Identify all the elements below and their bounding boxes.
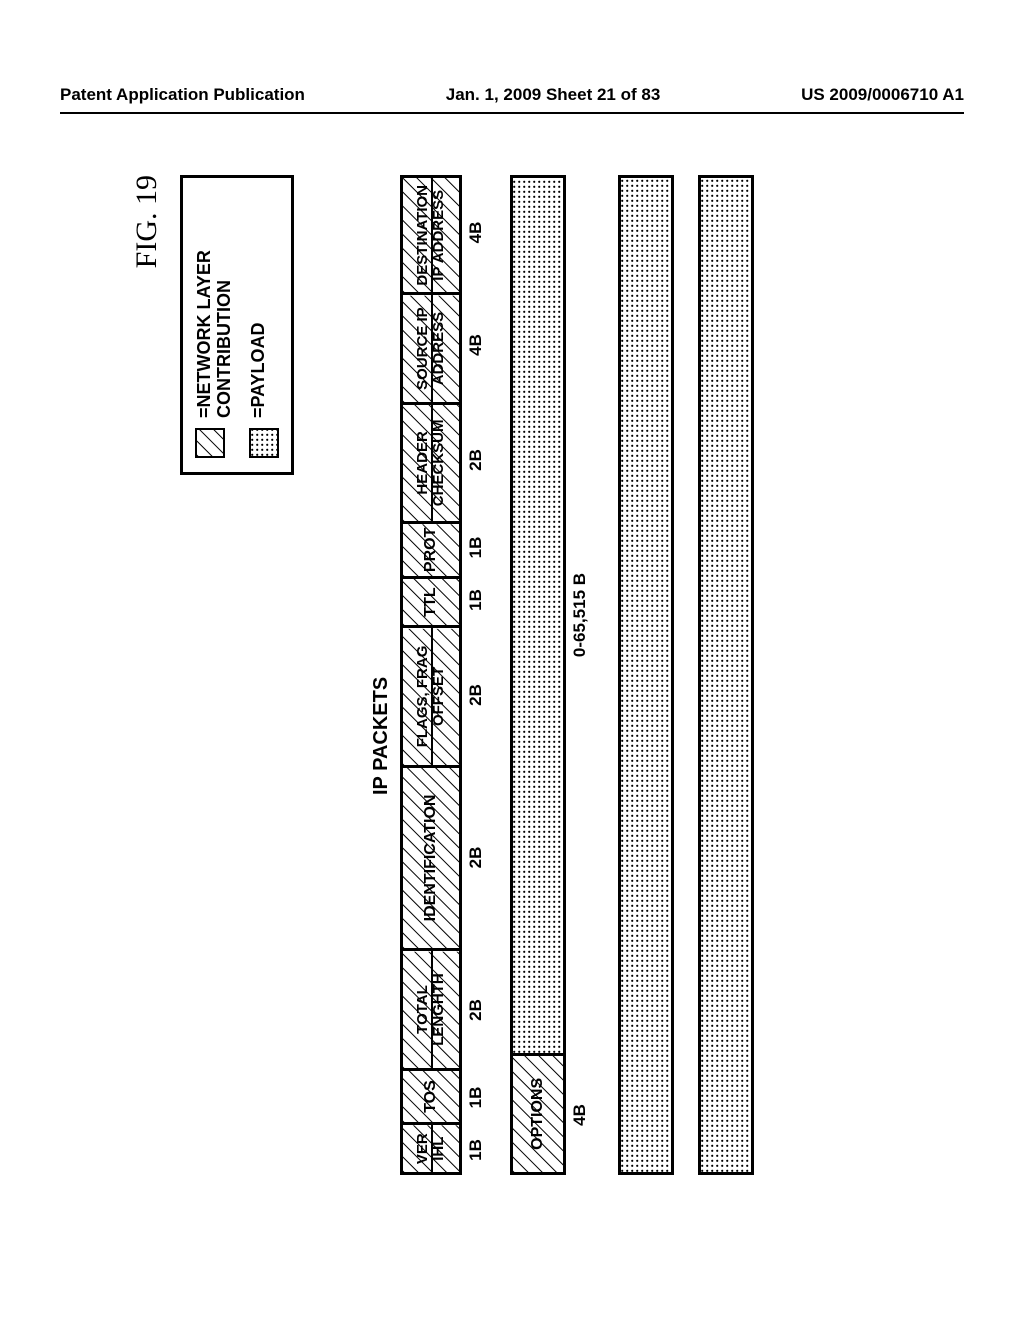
- ip-header-cell: FLAGS, FRAGOFFSET: [403, 625, 459, 764]
- dot-fill: [701, 178, 751, 1172]
- figure-label: FIG. 19: [130, 175, 164, 268]
- payload-cell: [621, 178, 671, 1172]
- ip-header-cell: TOS: [403, 1068, 459, 1123]
- cell-label: IDENTIFICATION: [403, 768, 459, 949]
- cell-size-label: 2B: [466, 765, 492, 950]
- ip-header-sizes: 1B1B2B2B2B1B1B2B4B4B: [466, 175, 492, 1175]
- options-label: OPTIONS: [513, 1056, 563, 1172]
- cell-label: TOTALLENGHTH: [403, 951, 459, 1067]
- payload-cell: [513, 178, 563, 1053]
- ip-packets-title: IP PACKETS: [370, 677, 393, 795]
- legend-item-network-layer: =NETWORK LAYER CONTRIBUTION: [195, 192, 235, 458]
- legend-label: =PAYLOAD: [249, 322, 269, 418]
- header-left: Patent Application Publication: [60, 85, 305, 105]
- ip-header-cell: VERIHL: [403, 1122, 459, 1172]
- header-right: US 2009/0006710 A1: [801, 85, 964, 105]
- cell-size-label: 2B: [466, 400, 492, 520]
- legend-swatch-dot: [249, 428, 279, 458]
- cell-label: HEADERCHECKSUM: [403, 405, 459, 521]
- header-center: Jan. 1, 2009 Sheet 21 of 83: [446, 85, 661, 105]
- cell-size-label: 4B: [466, 175, 492, 290]
- ip-header-cell: DESTINATIONIP ADDRESS: [403, 178, 459, 292]
- ip-header-cell: PROT: [403, 521, 459, 576]
- cell-label: DESTINATIONIP ADDRESS: [403, 178, 459, 292]
- cell-size-label: 4B: [466, 290, 492, 400]
- cell-size-label: 2B: [466, 625, 492, 765]
- cell-size-label: 2B: [466, 950, 492, 1070]
- ip-payload-row-3: [698, 175, 754, 1175]
- ip-header-cell: IDENTIFICATION: [403, 765, 459, 949]
- cell-label: SOURCE IPADDRESS: [403, 295, 459, 401]
- legend-item-payload: =PAYLOAD: [249, 192, 279, 458]
- ip-header-cell: SOURCE IPADDRESS: [403, 292, 459, 401]
- figure-inner: FIG. 19 =NETWORK LAYER CONTRIBUTION =PAY…: [120, 135, 960, 1215]
- page-header: Patent Application Publication Jan. 1, 2…: [60, 85, 964, 105]
- ip-payload-row-2: [618, 175, 674, 1175]
- payload-size: 0-65,515 B: [570, 175, 596, 1055]
- ip-options-payload-row: OPTIONS: [510, 175, 566, 1175]
- header-rule: [60, 112, 964, 114]
- cell-label: TTL: [403, 579, 459, 626]
- ip-header-cell: TTL: [403, 576, 459, 626]
- cell-label: VERIHL: [403, 1125, 459, 1172]
- ip-options-payload-sizes: 4B 0-65,515 B: [570, 175, 596, 1175]
- cell-size-label: 1B: [466, 1070, 492, 1125]
- dot-fill: [621, 178, 671, 1172]
- cell-size-label: 1B: [466, 575, 492, 625]
- cell-label: TOS: [403, 1071, 459, 1123]
- payload-cell: [701, 178, 751, 1172]
- legend-box: =NETWORK LAYER CONTRIBUTION =PAYLOAD: [180, 175, 294, 475]
- ip-header-row: VERIHLTOSTOTALLENGHTHIDENTIFICATIONFLAGS…: [400, 175, 462, 1175]
- cell-label: FLAGS, FRAGOFFSET: [403, 628, 459, 764]
- cell-size-label: 1B: [466, 1125, 492, 1175]
- options-cell: OPTIONS: [513, 1053, 563, 1172]
- ip-header-cell: TOTALLENGHTH: [403, 948, 459, 1067]
- ip-header-cell: HEADERCHECKSUM: [403, 402, 459, 521]
- cell-label: PROT: [403, 524, 459, 576]
- cell-size-label: 1B: [466, 520, 492, 575]
- options-size: 4B: [570, 1055, 596, 1175]
- dot-fill: [513, 178, 563, 1053]
- legend-label: =NETWORK LAYER CONTRIBUTION: [195, 192, 235, 418]
- legend-swatch-hatch: [195, 428, 225, 458]
- figure-rotated-container: FIG. 19 =NETWORK LAYER CONTRIBUTION =PAY…: [120, 375, 1024, 1215]
